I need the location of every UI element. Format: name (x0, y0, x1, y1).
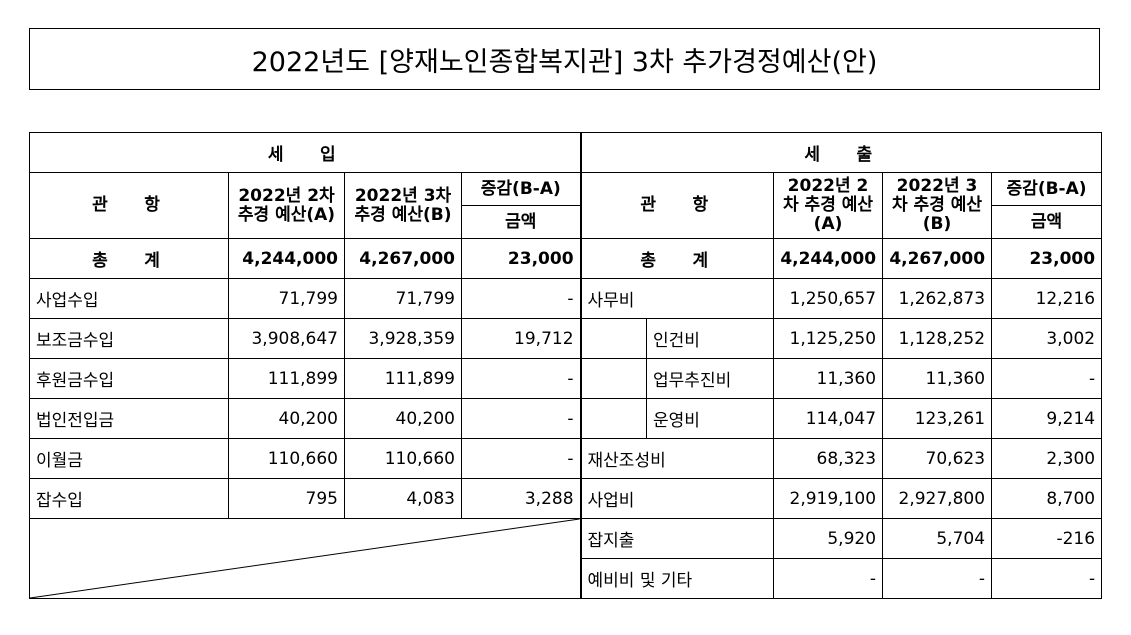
expense-row-b: - (882, 558, 993, 599)
expense-total-a: 4,244,000 (773, 238, 884, 279)
expense-row-name: 사무비 (579, 278, 775, 319)
expense-row-name: 사업비 (579, 478, 775, 519)
revenue-row-diff: - (460, 358, 582, 399)
expense-subrow-name: 운영비 (646, 398, 775, 439)
revenue-row-diff: - (460, 438, 582, 479)
expense-kwanhang-header: 관 항 (579, 172, 775, 239)
revenue-row-diff: 3,288 (460, 478, 582, 519)
revenue-row-a: 40,200 (228, 398, 345, 439)
revenue-total-diff: 23,000 (460, 238, 582, 279)
expense-row-b: 1,262,873 (882, 278, 993, 319)
revenue-total-b: 4,267,000 (344, 238, 462, 279)
revenue-row-diff: - (460, 398, 582, 439)
revenue-row-b: 40,200 (344, 398, 462, 439)
expense-diff-header: 증감(B-A) (991, 172, 1103, 206)
expense-row-a: 114,047 (773, 398, 884, 439)
expense-row-b: 5,704 (882, 518, 993, 559)
expense-total-b: 4,267,000 (882, 238, 993, 279)
expense-row-diff: - (991, 558, 1103, 599)
expense-indent-cell (579, 318, 648, 359)
expense-subrow-name: 인건비 (646, 318, 775, 359)
revenue-row-diff: 19,712 (460, 318, 582, 359)
diagonal-line (30, 519, 580, 598)
expense-row-a: 5,920 (773, 518, 884, 559)
expense-row-a: - (773, 558, 884, 599)
expense-row-b: 123,261 (882, 398, 993, 439)
revenue-amount-header: 금액 (460, 205, 582, 239)
revenue-row-name: 보조금수입 (29, 318, 229, 359)
expense-amount-header: 금액 (991, 205, 1103, 239)
expense-row-name: 잡지출 (579, 518, 775, 559)
expense-total-label: 총 계 (579, 238, 775, 279)
expense-col-b-header: 2022년 3차 추경 예산(B) (882, 172, 993, 239)
expense-row-diff: -216 (991, 518, 1103, 559)
expense-col-a-header: 2022년 2차 추경 예산(A) (773, 172, 884, 239)
expense-row-b: 2,927,800 (882, 478, 993, 519)
revenue-row-a: 3,908,647 (228, 318, 345, 359)
expense-row-diff: 2,300 (991, 438, 1103, 479)
revenue-row-name: 이월금 (29, 438, 229, 479)
revenue-col-a-header: 2022년 2차 추경 예산(A) (228, 172, 345, 239)
revenue-total-a: 4,244,000 (228, 238, 345, 279)
expense-row-a: 2,919,100 (773, 478, 884, 519)
expense-row-a: 68,323 (773, 438, 884, 479)
expense-row-a: 11,360 (773, 358, 884, 399)
revenue-row-b: 3,928,359 (344, 318, 462, 359)
budget-table: 세 입 세 출 관 항 2022년 2차 추경 예산(A) 2022년 3차 추… (28, 132, 1103, 599)
revenue-row-b: 110,660 (344, 438, 462, 479)
revenue-section-header: 세 입 (28, 132, 582, 173)
document-title: 2022년도 [양재노인종합복지관] 3차 추가경정예산(안) (29, 28, 1100, 90)
expense-row-diff: 12,216 (991, 278, 1103, 319)
expense-row-b: 1,128,252 (882, 318, 993, 359)
revenue-empty-diagonal-cell (28, 518, 582, 599)
revenue-row-b: 71,799 (344, 278, 462, 319)
expense-row-diff: 9,214 (991, 398, 1103, 439)
expense-section-header: 세 출 (579, 132, 1103, 173)
expense-subrow-name: 업무추진비 (646, 358, 775, 399)
revenue-kwanhang-header: 관 항 (29, 172, 229, 239)
expense-row-a: 1,125,250 (773, 318, 884, 359)
revenue-row-a: 795 (228, 478, 345, 519)
revenue-diff-header: 증감(B-A) (460, 172, 582, 206)
expense-row-name: 재산조성비 (579, 438, 775, 479)
revenue-row-a: 110,660 (228, 438, 345, 479)
revenue-row-name: 후원금수입 (29, 358, 229, 399)
revenue-total-label: 총 계 (29, 238, 229, 279)
expense-row-diff: - (991, 358, 1103, 399)
expense-row-diff: 8,700 (991, 478, 1103, 519)
revenue-row-a: 71,799 (228, 278, 345, 319)
expense-indent-cell (579, 398, 648, 439)
revenue-row-b: 4,083 (344, 478, 462, 519)
revenue-row-b: 111,899 (344, 358, 462, 399)
expense-total-diff: 23,000 (991, 238, 1103, 279)
revenue-col-b-header: 2022년 3차 추경 예산(B) (344, 172, 462, 239)
revenue-row-name: 잡수입 (29, 478, 229, 519)
expense-row-b: 11,360 (882, 358, 993, 399)
revenue-row-name: 법인전입금 (29, 398, 229, 439)
expense-row-b: 70,623 (882, 438, 993, 479)
revenue-row-a: 111,899 (228, 358, 345, 399)
revenue-row-name: 사업수입 (29, 278, 229, 319)
expense-indent-cell (579, 358, 648, 399)
expense-row-diff: 3,002 (991, 318, 1103, 359)
expense-row-name: 예비비 및 기타 (579, 558, 775, 599)
revenue-row-diff: - (460, 278, 582, 319)
expense-row-a: 1,250,657 (773, 278, 884, 319)
